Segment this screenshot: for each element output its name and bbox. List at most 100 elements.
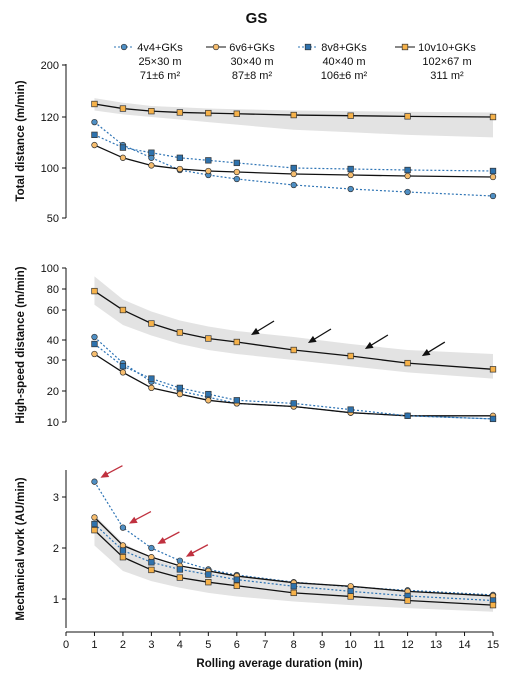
point-8v8+GKs-2 bbox=[119, 547, 127, 554]
x-tick-label: 10 bbox=[345, 639, 357, 651]
legend-size: 102×67 m bbox=[422, 56, 471, 68]
y-tick-label: 60 bbox=[47, 305, 59, 317]
point-10v10+GKs-8 bbox=[290, 346, 297, 354]
confidence-band-2 bbox=[94, 276, 493, 379]
x-tick-label: 15 bbox=[487, 639, 499, 651]
x-tick-label: 4 bbox=[177, 639, 183, 651]
point-4v4+GKs-12 bbox=[404, 188, 411, 196]
point-10v10+GKs-10 bbox=[347, 593, 354, 600]
series-line-8v8+GKs bbox=[94, 134, 494, 172]
point-10v10+GKs-1 bbox=[91, 100, 98, 108]
point-10v10+GKs-10 bbox=[347, 352, 354, 360]
legend-area: 87±8 m² bbox=[232, 70, 273, 82]
point-8v8+GKs-5 bbox=[205, 390, 212, 398]
point-10v10+GKs-5 bbox=[205, 109, 212, 117]
point-10v10+GKs-8 bbox=[290, 111, 297, 119]
point-6v6+GKs-4 bbox=[176, 165, 184, 173]
series-line-6v6+GKs bbox=[94, 353, 493, 417]
point-10v10+GKs-15 bbox=[489, 113, 497, 121]
annotation-arrow-shaft-3-4 bbox=[190, 544, 209, 555]
y-tick-label: 30 bbox=[47, 355, 59, 367]
x-tick-label: 12 bbox=[401, 639, 413, 651]
point-6v6+GKs-3 bbox=[148, 384, 155, 392]
y-tick-label: 20 bbox=[47, 386, 59, 398]
point-6v6+GKs-5 bbox=[205, 167, 212, 175]
point-8v8+GKs-15 bbox=[489, 167, 497, 175]
point-10v10+GKs-1 bbox=[91, 526, 98, 534]
legend-name: 4v4+GKs bbox=[137, 42, 183, 54]
y-tick-label: 2 bbox=[53, 543, 59, 555]
point-8v8+GKs-10 bbox=[347, 406, 354, 413]
point-8v8+GKs-3 bbox=[148, 559, 155, 566]
y-tick-label: 200 bbox=[41, 60, 59, 72]
point-8v8+GKs-10 bbox=[347, 165, 354, 173]
point-8v8+GKs-6 bbox=[233, 397, 240, 404]
legend-name: 10v10+GKs bbox=[418, 42, 476, 54]
annotation-arrow-head-3-4 bbox=[185, 549, 195, 557]
y-tick-label: 40 bbox=[47, 335, 59, 347]
legend-marker-10v10+GKs bbox=[401, 43, 409, 51]
point-8v8+GKs-5 bbox=[205, 571, 212, 578]
legend-marker-4v4+GKs bbox=[120, 43, 128, 51]
point-4v4+GKs-10 bbox=[347, 185, 354, 193]
point-6v6+GKs-2 bbox=[119, 369, 127, 376]
point-10v10+GKs-3 bbox=[148, 566, 155, 574]
annotation-arrow-shaft-3-2 bbox=[133, 511, 152, 522]
annotation-arrow-head-3-1 bbox=[100, 470, 110, 478]
y-axis-label-2: High-speed distance (m/min) bbox=[15, 266, 27, 423]
annotation-arrow-shaft-2-3 bbox=[369, 334, 389, 347]
point-4v4+GKs-1 bbox=[91, 333, 98, 341]
x-tick-label: 13 bbox=[430, 639, 442, 651]
point-10v10+GKs-1 bbox=[91, 287, 98, 295]
x-tick-label: 11 bbox=[373, 639, 384, 651]
point-8v8+GKs-8 bbox=[290, 583, 297, 590]
y-tick-label: 50 bbox=[47, 213, 59, 225]
y-axis-label-3: Mechanical work (AU/min) bbox=[15, 477, 27, 620]
x-tick-label: 6 bbox=[234, 639, 240, 651]
point-8v8+GKs-1 bbox=[91, 340, 98, 348]
point-8v8+GKs-5 bbox=[205, 157, 212, 164]
point-10v10+GKs-12 bbox=[404, 113, 411, 120]
point-8v8+GKs-3 bbox=[148, 375, 155, 382]
point-8v8+GKs-3 bbox=[148, 149, 155, 156]
series-line-10v10+GKs bbox=[94, 103, 494, 118]
point-6v6+GKs-1 bbox=[91, 350, 98, 358]
x-tick-label: 7 bbox=[262, 639, 268, 651]
point-10v10+GKs-15 bbox=[489, 601, 497, 609]
point-4v4+GKs-2 bbox=[119, 524, 127, 531]
x-tick-label: 3 bbox=[148, 639, 154, 651]
x-tick-label: 14 bbox=[458, 639, 470, 651]
figure-title: GS bbox=[245, 10, 268, 27]
legend-name: 6v6+GKs bbox=[229, 42, 275, 54]
point-10v10+GKs-2 bbox=[119, 306, 127, 314]
point-10v10+GKs-5 bbox=[205, 579, 212, 586]
point-6v6+GKs-2 bbox=[119, 154, 127, 161]
point-6v6+GKs-4 bbox=[176, 390, 184, 398]
annotation-arrow-shaft-3-1 bbox=[105, 465, 123, 476]
legend-area: 71±6 m² bbox=[140, 70, 181, 82]
point-6v6+GKs-12 bbox=[404, 172, 411, 180]
x-tick-label: 9 bbox=[319, 639, 325, 651]
point-4v4+GKs-6 bbox=[233, 175, 240, 183]
point-6v6+GKs-8 bbox=[290, 170, 297, 178]
point-8v8+GKs-1 bbox=[91, 520, 98, 528]
annotation-arrow-head-2-2 bbox=[307, 335, 317, 343]
annotation-arrow-shaft-2-4 bbox=[426, 341, 446, 354]
point-6v6+GKs-10 bbox=[347, 171, 354, 179]
y-tick-label: 1 bbox=[53, 594, 59, 606]
point-4v4+GKs-3 bbox=[148, 544, 155, 552]
point-6v6+GKs-1 bbox=[91, 141, 98, 149]
y-tick-label: 10 bbox=[47, 417, 59, 429]
point-8v8+GKs-4 bbox=[176, 154, 184, 161]
point-10v10+GKs-12 bbox=[404, 597, 411, 604]
y-tick-label: 100 bbox=[41, 263, 59, 275]
x-tick-label: 8 bbox=[291, 639, 297, 651]
point-10v10+GKs-2 bbox=[119, 554, 127, 561]
point-6v6+GKs-15 bbox=[489, 173, 497, 181]
point-8v8+GKs-2 bbox=[119, 363, 127, 370]
point-8v8+GKs-2 bbox=[119, 144, 127, 151]
point-6v6+GKs-5 bbox=[205, 397, 212, 404]
y-tick-label: 80 bbox=[47, 284, 59, 296]
x-tick-label: 2 bbox=[120, 639, 126, 651]
